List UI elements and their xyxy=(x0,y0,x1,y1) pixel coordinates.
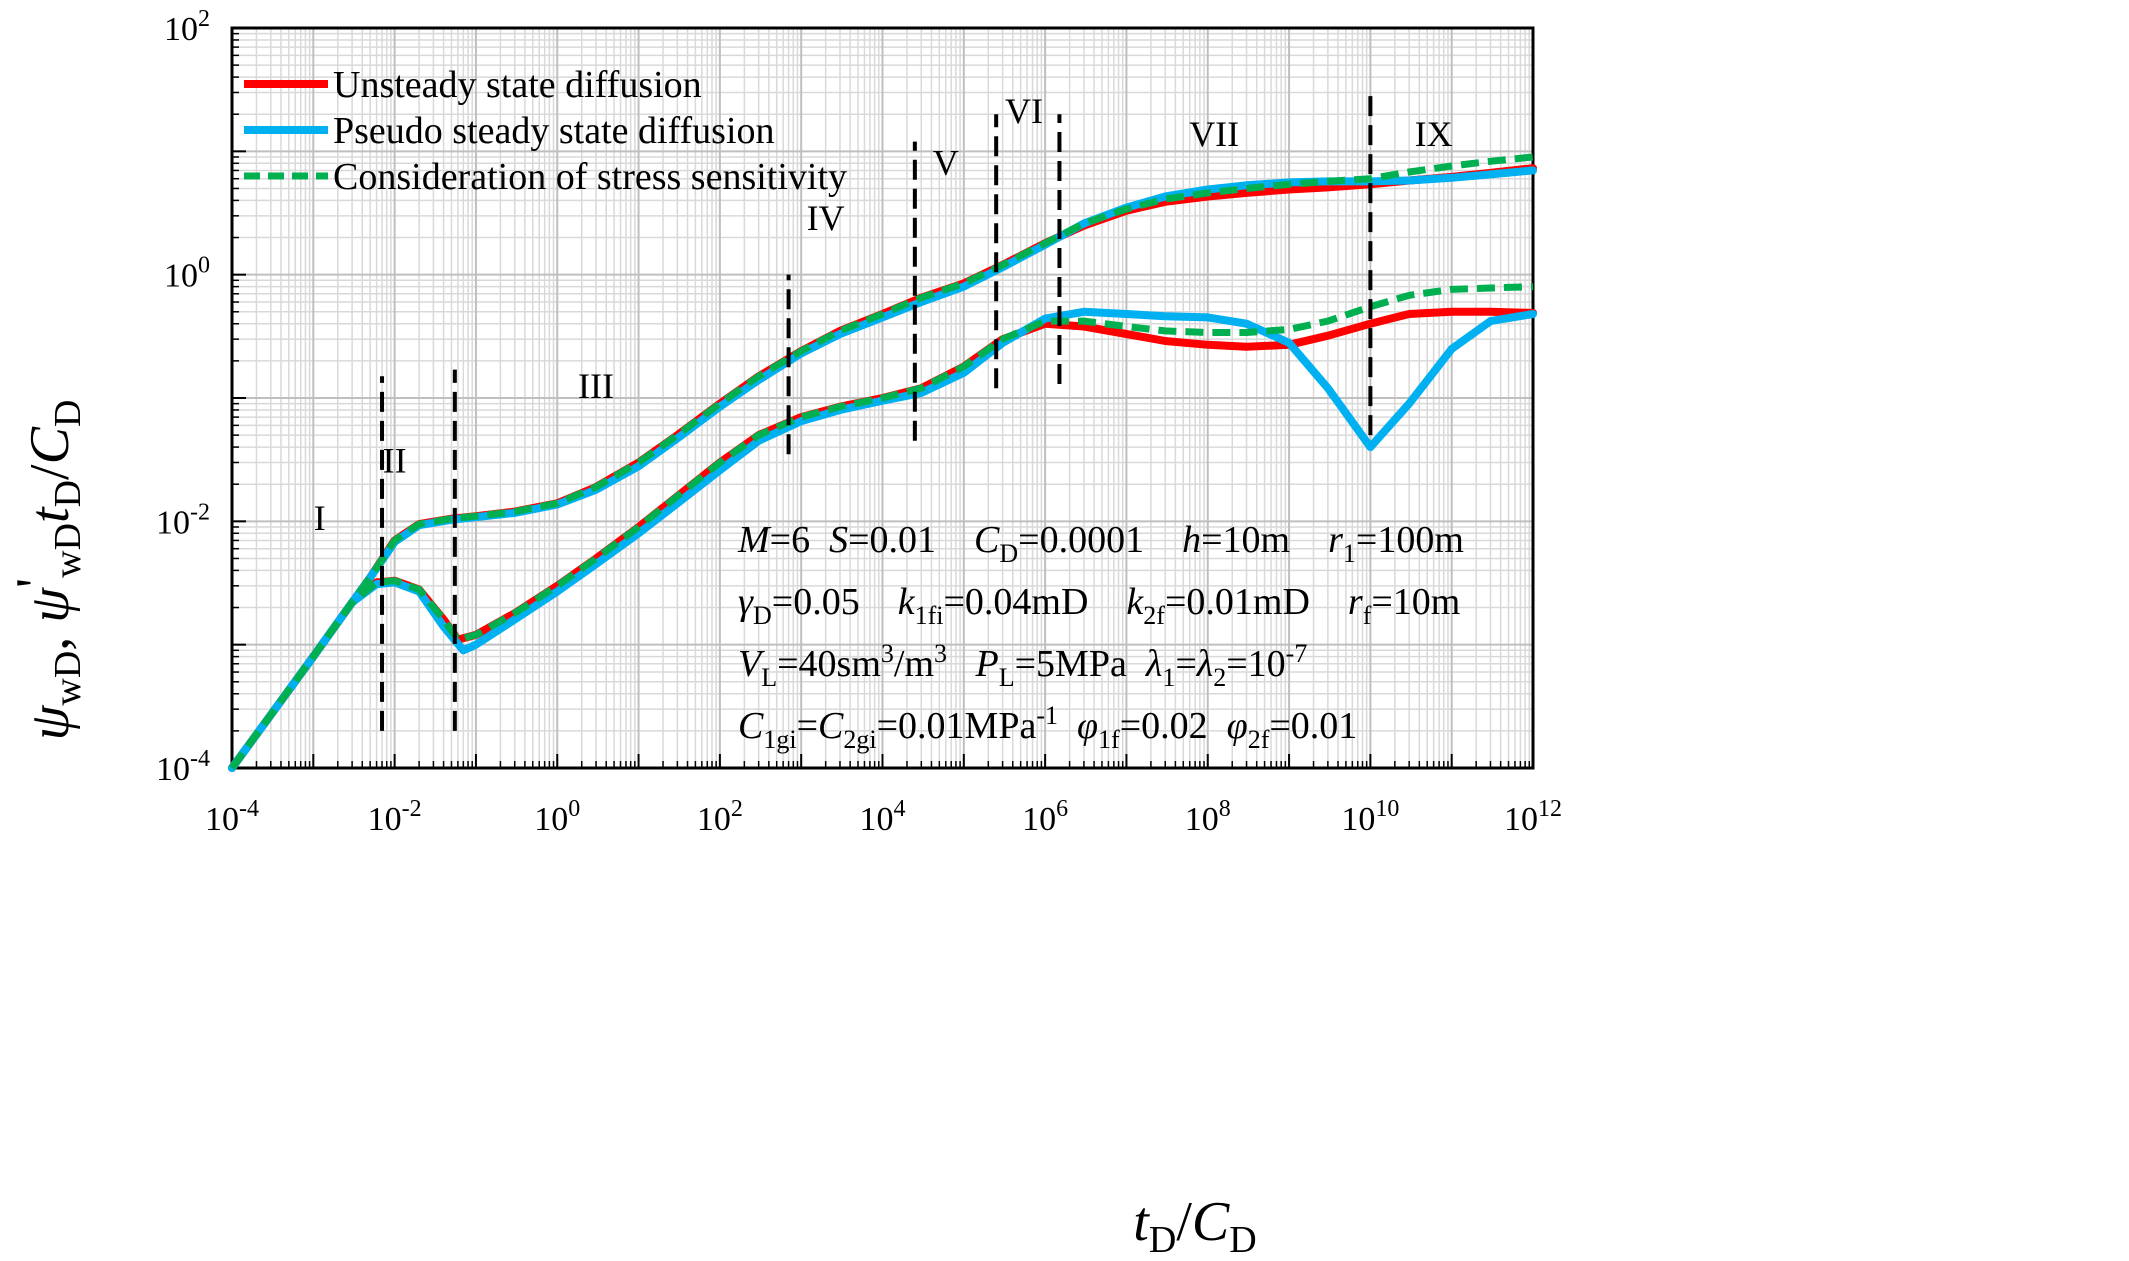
parameter-line-4: C1gi=C2gi=0.01MPa-1 φ1f=0.02 φ2f=0.01 xyxy=(738,701,1357,754)
x-tick-label: 106 xyxy=(1022,796,1068,838)
region-label-i: I xyxy=(314,498,326,538)
x-tick-label: 1010 xyxy=(1341,796,1399,838)
x-tick-label: 104 xyxy=(860,796,906,838)
y-tick-labels: 10-4 10-2 100 102 xyxy=(156,6,210,788)
y-tick-label: 10-4 xyxy=(156,746,210,788)
region-label-vi: VI xyxy=(1005,91,1043,131)
legend-label-consideration-of-stress-sensitivity: Consideration of stress sensitivity xyxy=(333,156,847,198)
series-layer xyxy=(228,153,1537,772)
series-consideration-of-stress-sensitivity-derivative xyxy=(229,283,1534,771)
region-boundaries xyxy=(380,92,1373,731)
parameter-line-2: γD=0.05 k1fi=0.04mD k2f=0.01mD rf=10m xyxy=(738,581,1460,630)
parameter-annotation: M=6 S=0.01 CD=0.0001 h=10m r1=100m γD=0.0… xyxy=(737,519,1464,754)
region-label-v: V xyxy=(933,142,959,182)
x-tick-label: 102 xyxy=(697,796,743,838)
region-label-ix: IX xyxy=(1415,114,1453,154)
parameter-line-1: M=6 S=0.01 CD=0.0001 h=10m r1=100m xyxy=(737,519,1464,568)
x-tick-label: 10-2 xyxy=(368,796,422,838)
x-tick-labels: 10-4 10-2 100 102 104 106 108 1010 1012 xyxy=(205,796,1562,838)
series-consideration-of-stress-sensitivity-pressure xyxy=(229,153,1534,771)
y-tick-label: 10-2 xyxy=(156,499,210,541)
x-tick-label: 100 xyxy=(534,796,580,838)
region-label-ii: II xyxy=(383,440,407,480)
region-label-iv: IV xyxy=(807,198,845,238)
parameter-line-3: VL=40sm3/m3 PL=5MPa λ1=λ2=10-7 xyxy=(738,639,1307,692)
region-label-iii: III xyxy=(578,366,614,406)
legend-label-unsteady-state-diffusion: Unsteady state diffusion xyxy=(333,64,702,106)
legend-label-pseudo-steady-state-diffusion: Pseudo steady state diffusion xyxy=(333,110,775,152)
region-label-vii: VII xyxy=(1189,114,1239,154)
axis-tick-marks xyxy=(231,27,1534,769)
y-axis-title: ψwD, ψ'wDtD/CD xyxy=(5,400,89,741)
y-tick-label: 100 xyxy=(164,253,210,295)
x-tick-label: 1012 xyxy=(1504,796,1562,838)
x-axis-title: tD/CD xyxy=(1133,1191,1256,1261)
y-tick-label: 102 xyxy=(164,6,210,48)
x-tick-label: 108 xyxy=(1185,796,1231,838)
x-tick-label: 10-4 xyxy=(205,796,259,838)
